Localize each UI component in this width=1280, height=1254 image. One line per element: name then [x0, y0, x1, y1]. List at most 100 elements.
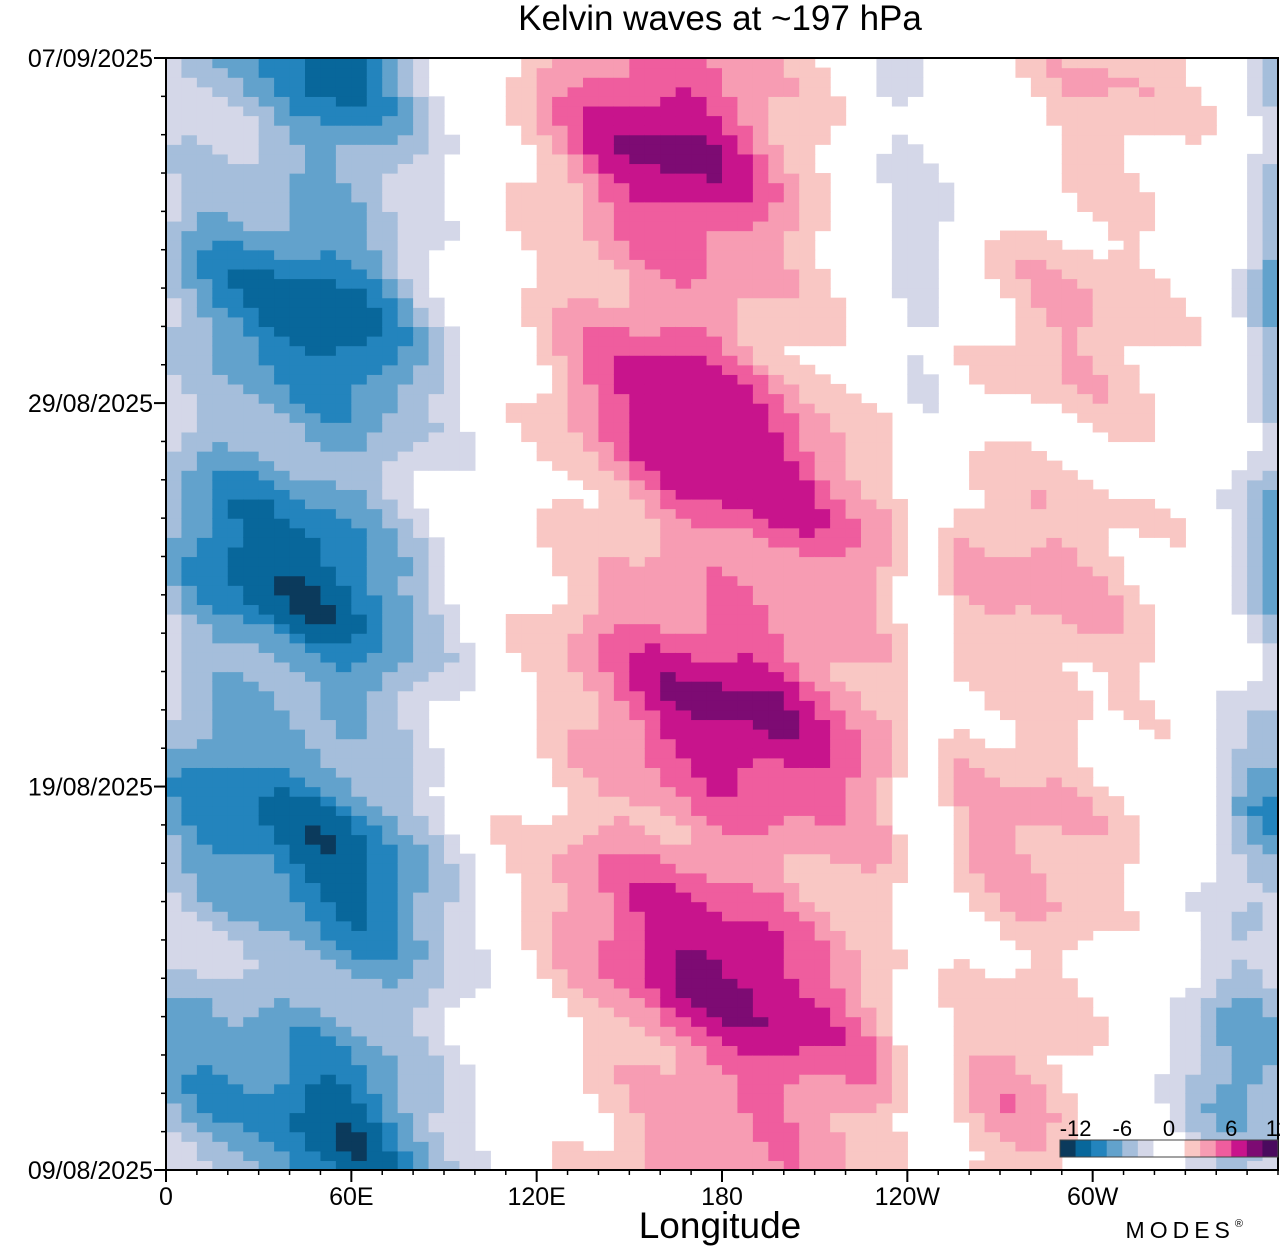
heatmap-cell — [675, 144, 692, 155]
heatmap-cell — [474, 978, 491, 989]
heatmap-cell — [814, 949, 831, 960]
heatmap-cell — [861, 556, 878, 567]
heatmap-cell — [320, 230, 337, 241]
heatmap-cell — [984, 345, 1001, 356]
heatmap-cell — [227, 1150, 244, 1162]
heatmap-cell — [768, 546, 785, 558]
heatmap-cell — [166, 824, 183, 836]
heatmap-cell — [768, 786, 785, 797]
heatmap-cell — [289, 614, 306, 625]
heatmap-cell — [598, 1074, 615, 1085]
heatmap-cell — [583, 911, 600, 922]
heatmap-cell — [706, 460, 723, 471]
heatmap-cell — [521, 824, 538, 836]
heatmap-cell — [258, 748, 275, 759]
heatmap-cell — [706, 374, 723, 385]
heatmap-cell — [274, 748, 291, 759]
heatmap-cell — [876, 767, 893, 778]
heatmap-cell — [969, 1131, 986, 1142]
heatmap-cell — [413, 1160, 430, 1171]
heatmap-cell — [644, 220, 661, 232]
heatmap-cell — [752, 1035, 769, 1046]
heatmap-cell — [768, 125, 785, 136]
heatmap-cell — [907, 58, 924, 69]
heatmap-cell — [305, 911, 322, 922]
heatmap-cell — [861, 844, 878, 855]
heatmap-cell — [258, 96, 275, 107]
heatmap-cell — [181, 431, 198, 443]
heatmap-cell — [706, 125, 723, 136]
heatmap-cell — [660, 182, 677, 193]
heatmap-cell — [876, 1083, 893, 1094]
heatmap-cell — [675, 805, 692, 816]
heatmap-cell — [876, 585, 893, 596]
heatmap-cell — [320, 949, 337, 960]
heatmap-cell — [644, 757, 661, 768]
heatmap-cell — [644, 690, 661, 701]
heatmap-cell — [320, 1093, 337, 1104]
heatmap-cell — [397, 470, 414, 481]
heatmap-cell — [505, 105, 522, 117]
heatmap-cell — [845, 556, 862, 567]
heatmap-cell — [567, 345, 584, 356]
heatmap-cell — [629, 987, 646, 999]
heatmap-cell — [196, 1045, 213, 1056]
heatmap-cell — [258, 1054, 275, 1066]
heatmap-cell — [382, 594, 399, 606]
heatmap-cell — [459, 1150, 476, 1162]
heatmap-cell — [706, 1160, 723, 1171]
heatmap-cell — [289, 566, 306, 577]
heatmap-cell — [397, 738, 414, 749]
heatmap-cell — [907, 77, 924, 88]
heatmap-cell — [629, 834, 646, 845]
heatmap-cell — [706, 268, 723, 280]
heatmap-cell — [335, 959, 352, 970]
heatmap-cell — [722, 1150, 739, 1162]
heatmap-cell — [706, 604, 723, 615]
heatmap-cell — [629, 872, 646, 884]
heatmap-cell — [227, 594, 244, 606]
heatmap-cell — [212, 614, 229, 625]
heatmap-cell — [459, 1064, 476, 1075]
heatmap-cell — [196, 498, 213, 510]
heatmap-cell — [598, 518, 615, 529]
heatmap-cell — [181, 86, 198, 97]
heatmap-cell — [366, 978, 383, 989]
heatmap-cell — [768, 892, 785, 903]
heatmap-cell — [660, 844, 677, 855]
heatmap-cell — [366, 1035, 383, 1046]
heatmap-cell — [196, 268, 213, 280]
heatmap-cell — [196, 67, 213, 78]
heatmap-cell — [876, 939, 893, 951]
heatmap-cell — [351, 1083, 368, 1094]
heatmap-cell — [428, 968, 445, 979]
heatmap-cell — [644, 58, 661, 69]
heatmap-cell — [274, 383, 291, 395]
heatmap-cell — [196, 1083, 213, 1094]
heatmap-cell — [382, 479, 399, 490]
heatmap-cell — [691, 901, 708, 912]
heatmap-cell — [305, 498, 322, 510]
heatmap-cell — [413, 105, 430, 117]
heatmap-cell — [289, 690, 306, 701]
heatmap-cell — [397, 968, 414, 979]
heatmap-cell — [660, 393, 677, 404]
heatmap-cell — [706, 700, 723, 711]
heatmap-cell — [397, 1102, 414, 1114]
heatmap-cell — [953, 834, 970, 845]
heatmap-cell — [567, 364, 584, 375]
heatmap-cell — [845, 575, 862, 586]
heatmap-cell — [845, 796, 862, 807]
heatmap-cell — [212, 441, 229, 452]
heatmap-cell — [196, 297, 213, 308]
heatmap-cell — [613, 403, 630, 414]
heatmap-cell — [289, 882, 306, 893]
heatmap-cell — [536, 67, 553, 78]
heatmap-cell — [196, 987, 213, 999]
heatmap-cell — [335, 997, 352, 1008]
heatmap-cell — [243, 441, 260, 452]
heatmap-cell — [351, 240, 368, 251]
heatmap-cell — [413, 278, 430, 289]
heatmap-cell — [536, 441, 553, 452]
heatmap-cell — [969, 1112, 986, 1123]
